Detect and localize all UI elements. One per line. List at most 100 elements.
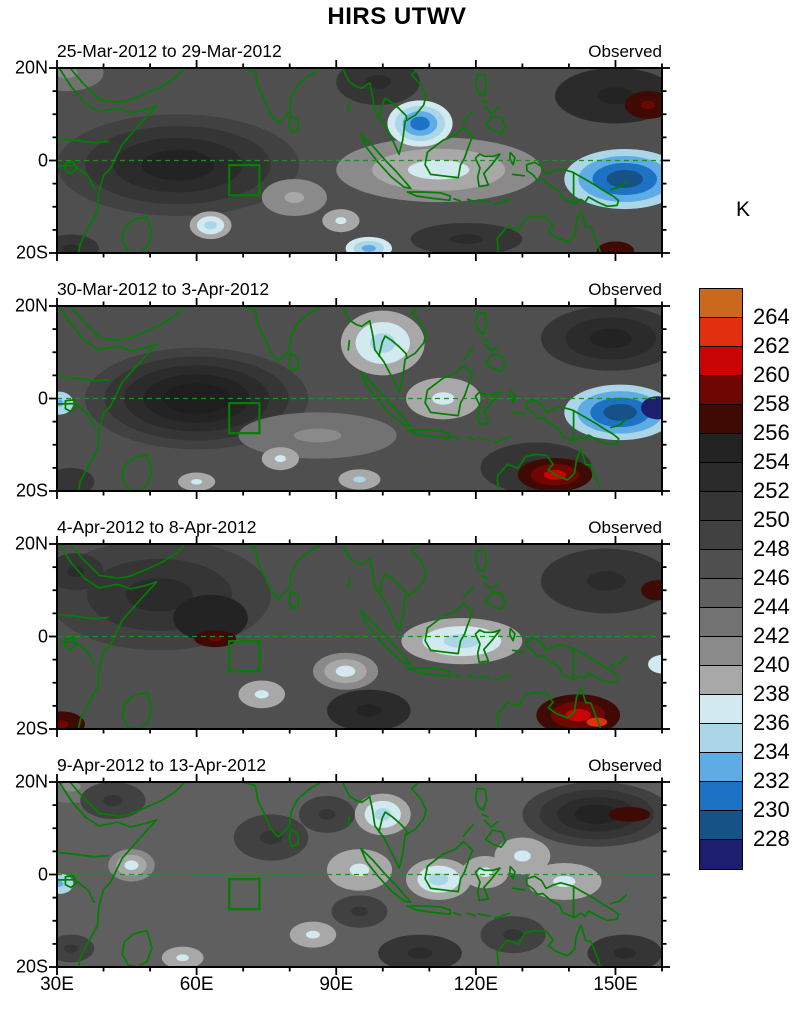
longitude-tick-label: 60E: [179, 974, 214, 995]
colorbar-tick-label: 230: [753, 797, 790, 822]
panel-border: [56, 543, 663, 730]
latitude-tick-label: 20S: [15, 242, 48, 263]
colorbar-tick-label: 234: [753, 739, 790, 764]
contour-very-dry-southwest-corner: [57, 720, 69, 729]
coastline: [481, 813, 490, 818]
coastline: [121, 453, 153, 491]
coastline: [462, 824, 474, 837]
colorbar-cell: [700, 782, 742, 811]
coastline: [462, 110, 474, 123]
panel-observed-label: Observed: [588, 42, 662, 61]
contour-moist-core-right-edge: [641, 396, 662, 420]
contour-moist-east-of-philippines: [514, 850, 531, 862]
coastline: [525, 875, 620, 922]
latitude-tick-label: 0: [37, 150, 48, 170]
coastline: [57, 851, 110, 858]
contour-very-dry-spot-southeast: [596, 241, 635, 253]
panel-date-range: 9-Apr-2012 to 13-Apr-2012: [57, 755, 267, 775]
coastline: [360, 133, 412, 190]
coastline: [609, 655, 628, 667]
coastline: [347, 815, 351, 827]
panel-observed-label: Observed: [588, 280, 662, 299]
coastline: [347, 577, 351, 589]
coastline: [64, 161, 78, 175]
contour-dry-bay-of-bengal-north: [365, 74, 391, 89]
coastline: [424, 602, 474, 655]
colorbar-tick-label: 246: [753, 565, 790, 590]
colorbar-cell: [700, 405, 742, 434]
colorbar-unit-label: K: [735, 198, 750, 221]
contour-dry-south-central: [356, 704, 382, 717]
coastline: [477, 912, 491, 917]
contour-moist-horn-of-africa: [124, 860, 139, 871]
map-panel-3: [49, 536, 670, 737]
contour-dark-bottom-left: [62, 244, 80, 253]
coastline: [241, 306, 323, 362]
panel-observed-label: Observed: [588, 756, 662, 775]
contour-dry-patch-north-arabia: [103, 794, 123, 807]
coastline: [477, 198, 491, 203]
contour-moist-left-edge: [57, 880, 64, 887]
panel-border: [56, 67, 663, 254]
coastline: [360, 371, 412, 428]
coastline: [453, 436, 461, 440]
coastline: [462, 586, 474, 599]
coastline: [609, 893, 628, 905]
coastline: [424, 126, 474, 179]
colorbar-cell: [700, 434, 742, 463]
coastline: [453, 912, 461, 916]
colorbar-tick-label: 236: [753, 710, 790, 735]
coastline: [241, 544, 323, 600]
coastline: [466, 912, 476, 917]
colorbar: [699, 288, 743, 870]
contour-moist-borneo: [428, 872, 449, 886]
colorbar-cell: [700, 811, 742, 840]
coastline: [609, 179, 628, 191]
coastline: [477, 674, 491, 679]
region-annotation-box: [228, 164, 261, 197]
coastline: [511, 173, 526, 177]
coastline: [121, 215, 153, 253]
coastline: [69, 68, 186, 104]
coastline: [341, 782, 427, 870]
coastline: [341, 68, 427, 156]
panel-border: [56, 305, 663, 492]
contour-red-core-southeast: [586, 717, 608, 727]
colorbar-cell: [700, 463, 742, 492]
colorbar-cell: [700, 579, 742, 608]
coastline: [288, 590, 299, 610]
colorbar-cell: [700, 550, 742, 579]
colorbar-cell: [700, 666, 742, 695]
colorbar-cell: [700, 376, 742, 405]
coastline: [64, 637, 78, 651]
contour-dry-patch-south-central: [351, 906, 368, 917]
panel-observed-label: Observed: [588, 518, 662, 537]
coastline: [341, 544, 427, 632]
colorbar-tick-label: 258: [753, 391, 790, 416]
contour-moist-right-edge-south: [648, 655, 662, 674]
coastline: [496, 686, 602, 729]
colorbar-cell: [700, 347, 742, 376]
contour-moist-new-guinea-west-pacific: [606, 169, 643, 189]
contour-dry-patch-southeast: [613, 947, 636, 959]
contour-dark-bottom-left: [63, 944, 78, 953]
coastline: [378, 335, 408, 360]
longitude-tick-label: 120E: [453, 974, 499, 995]
latitude-tick-label: 0: [37, 388, 48, 408]
coastline: [57, 137, 110, 144]
longitude-tick-label: 30E: [40, 974, 74, 995]
coastline: [477, 436, 491, 441]
latitude-tick-label: 0: [37, 864, 48, 884]
coastline: [378, 811, 408, 836]
contour-moist-spot-south-central: [305, 930, 320, 939]
coastline: [378, 97, 408, 122]
coastline: [378, 573, 408, 598]
contour-moist-spot-south-3: [191, 478, 203, 485]
contour-moist-vietnam: [374, 808, 392, 821]
coastline: [483, 105, 499, 115]
coastline: [58, 306, 158, 491]
contour-dry-patch-south-india: [259, 830, 283, 845]
coastline: [406, 667, 452, 678]
contour-very-dry-ellipse-northeast: [608, 806, 651, 822]
